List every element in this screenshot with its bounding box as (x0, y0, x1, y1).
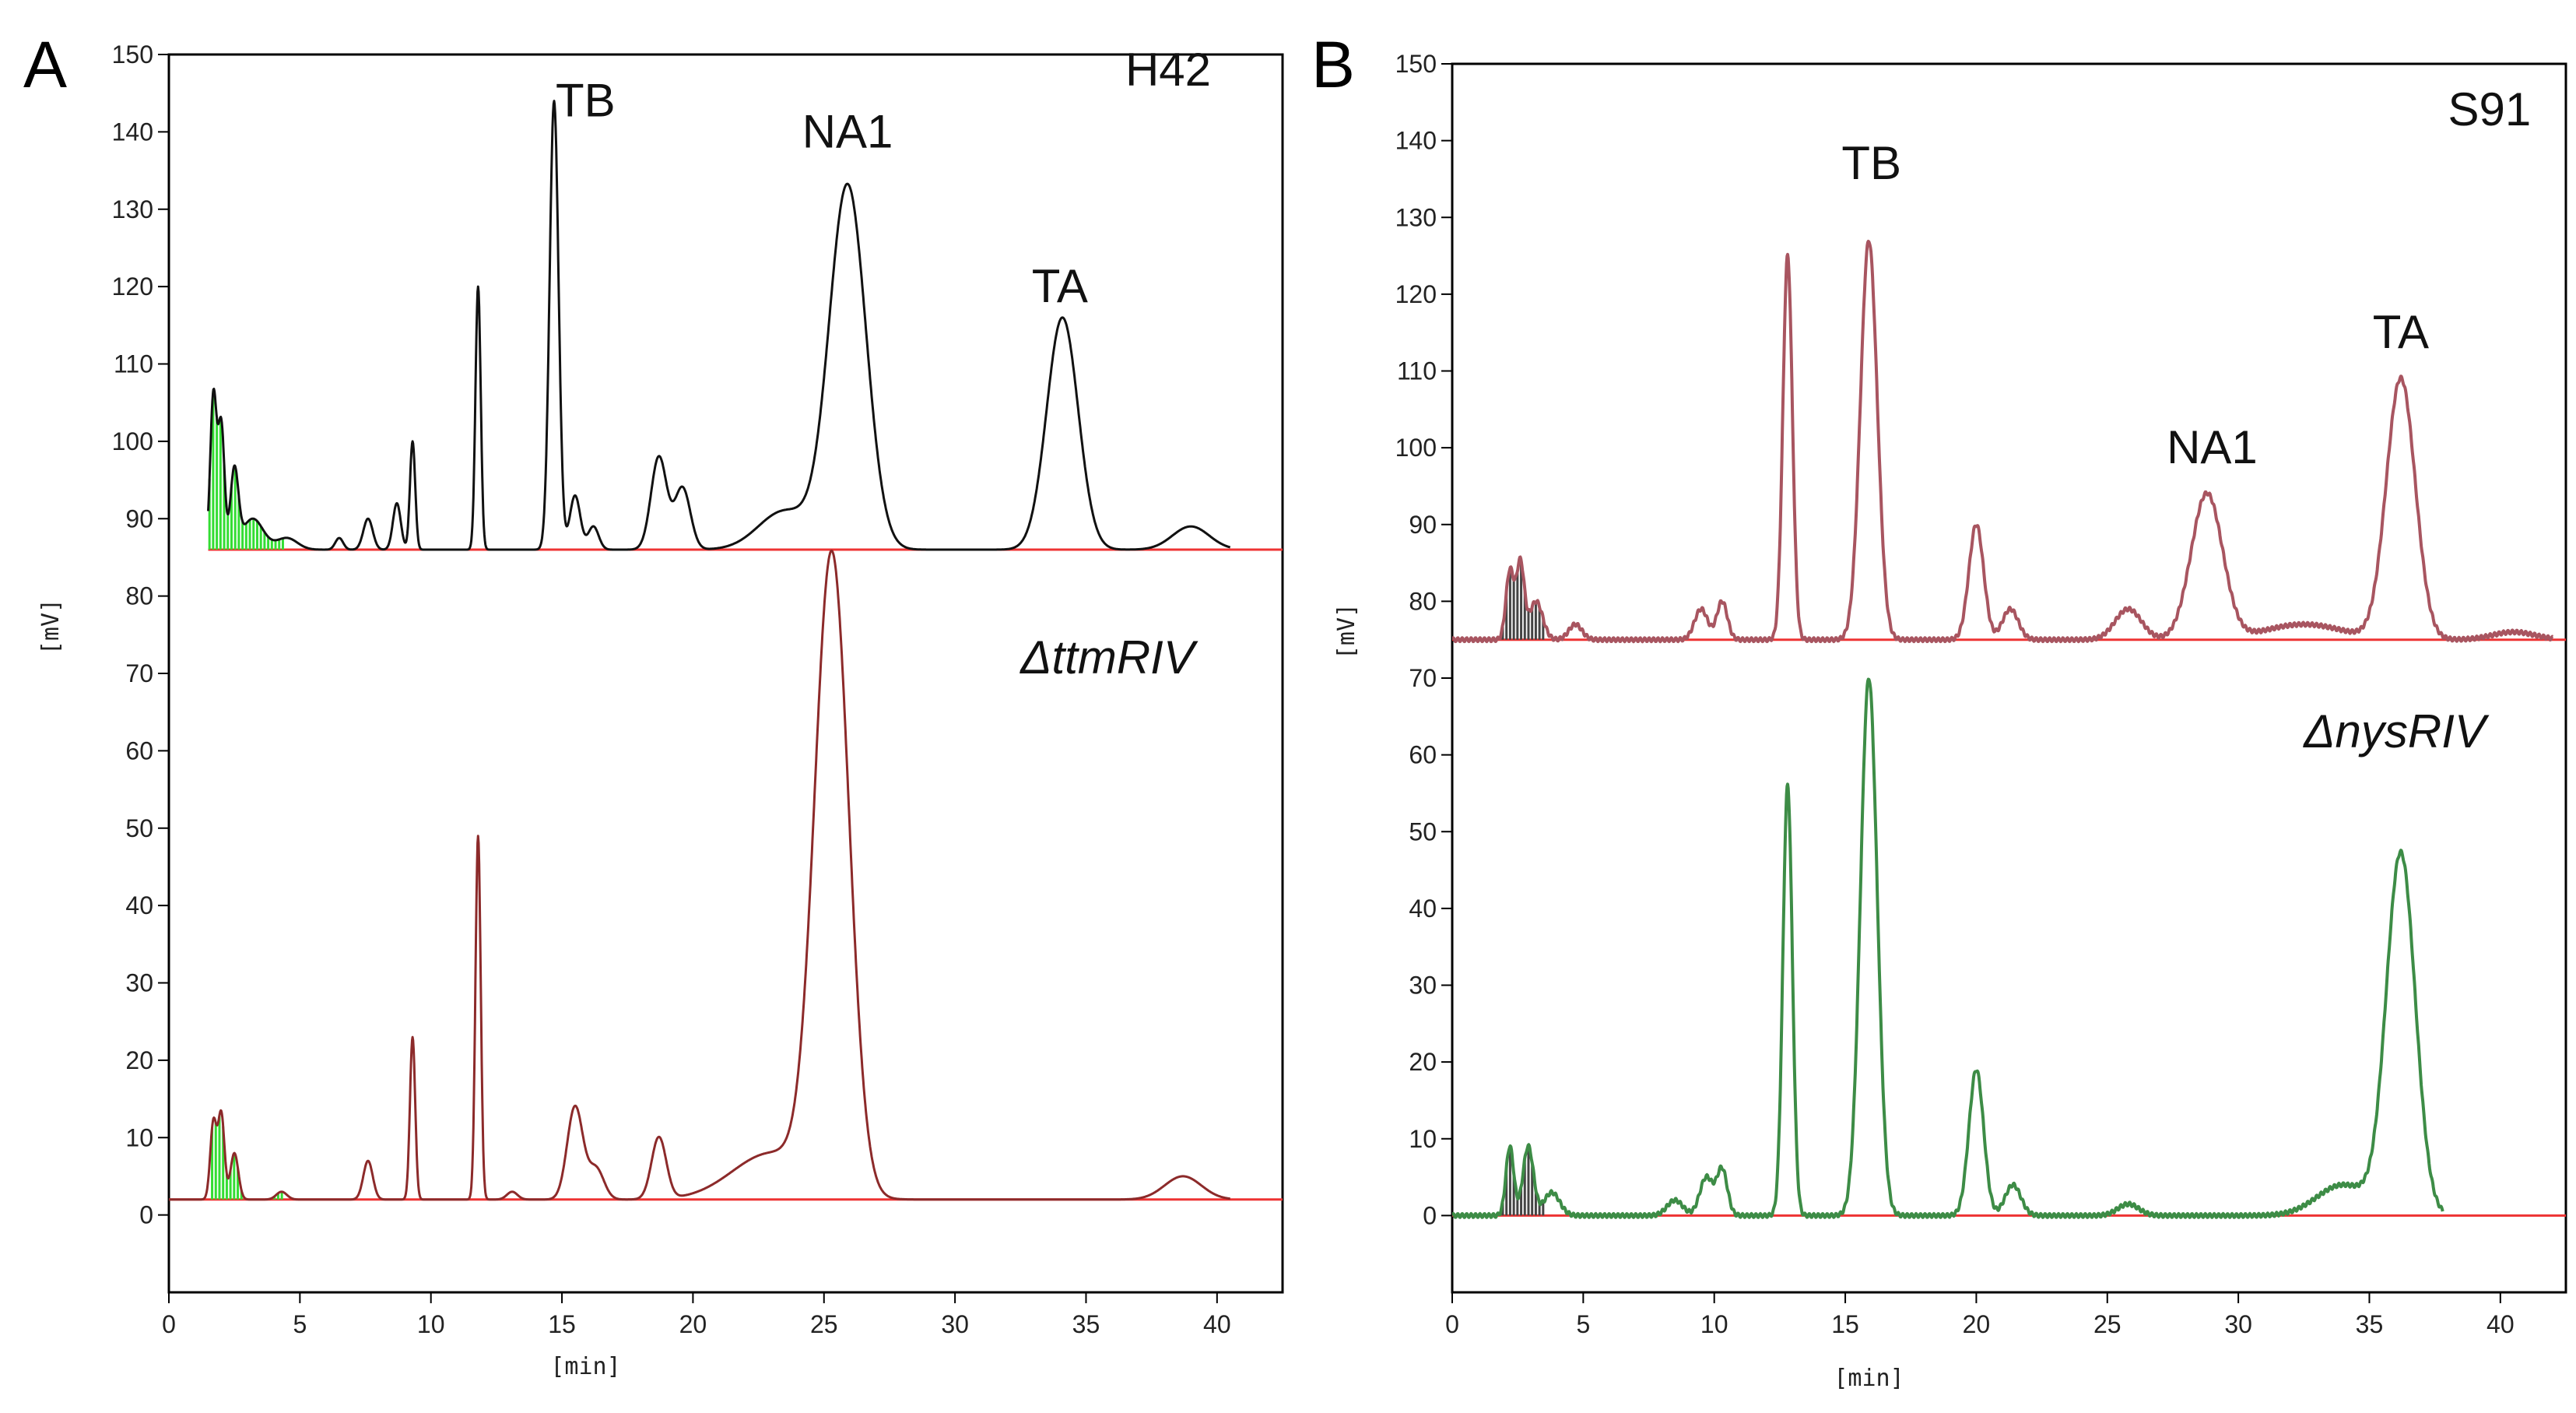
x-tick-label: 30 (941, 1310, 969, 1338)
x-tick-label: 15 (548, 1310, 576, 1338)
chromatogram-trace (1452, 240, 2554, 644)
y-tick-label: 20 (1409, 1048, 1437, 1076)
x-tick-label: 40 (2487, 1310, 2515, 1338)
x-tick-label: 25 (2093, 1310, 2122, 1338)
y-tick-label: 150 (1395, 50, 1437, 78)
y-tick-label: 60 (1409, 741, 1437, 769)
series-0 (1452, 240, 2566, 644)
x-tick-label: 40 (1203, 1310, 1231, 1338)
x-tick-label: 30 (2224, 1310, 2252, 1338)
x-axis-label: [min] (550, 1353, 620, 1380)
series-label: ΔnysRIV (2302, 705, 2490, 757)
y-tick-label: 140 (112, 118, 153, 146)
y-tick-label: 120 (112, 272, 153, 301)
y-tick-label: 20 (125, 1046, 153, 1074)
y-tick-label: 30 (125, 969, 153, 997)
x-tick-label: 0 (162, 1310, 176, 1338)
y-tick-label: 80 (125, 582, 153, 610)
y-tick-label: 70 (125, 659, 153, 687)
y-tick-label: 50 (125, 814, 153, 842)
x-tick-label: 10 (417, 1310, 445, 1338)
peak-annotation: TB (556, 75, 616, 127)
y-tick-label: 10 (1409, 1125, 1437, 1153)
peak-annotation: TA (2373, 306, 2429, 358)
x-tick-label: 35 (2356, 1310, 2384, 1338)
y-tick-label: 30 (1409, 972, 1437, 1000)
y-tick-label: 150 (112, 40, 153, 69)
y-tick-label: 70 (1409, 664, 1437, 692)
x-tick-label: 0 (1445, 1310, 1459, 1338)
series-label: S91 (2448, 83, 2531, 135)
y-tick-label: 0 (139, 1201, 153, 1229)
panel-a: A 0 10 20 30 40 50 60 70 80 90 100 110 120 130 140 150 0 5… (23, 28, 1284, 1380)
x-tick-label: 5 (293, 1310, 307, 1338)
peak-annotation: TB (1841, 137, 1901, 189)
y-tick-label: 60 (125, 736, 153, 764)
y-tick-label: 50 (1409, 817, 1437, 845)
chromatogram-trace (207, 100, 1231, 551)
series-1 (1452, 677, 2566, 1219)
x-tick-label: 15 (1831, 1310, 1859, 1338)
peak-annotation: NA1 (802, 105, 893, 157)
y-axis-label: [mV] (37, 599, 65, 655)
chromatogram-trace (169, 550, 1231, 1201)
x-tick-label: 35 (1072, 1310, 1100, 1338)
y-tick-label: 110 (114, 350, 153, 378)
series-label: ΔttmRIV (1019, 631, 1199, 684)
y-tick-label: 10 (125, 1123, 153, 1151)
chromatogram-trace (1452, 677, 2444, 1219)
panel-label: B (1311, 28, 1355, 101)
x-tick-label: 10 (1700, 1310, 1728, 1338)
y-tick-label: 130 (112, 195, 153, 223)
y-tick-label: 90 (125, 504, 153, 533)
x-tick-label: 20 (679, 1310, 707, 1338)
y-tick-label: 120 (1395, 280, 1437, 308)
y-tick-label: 130 (1395, 203, 1437, 231)
y-tick-label: 100 (112, 427, 153, 455)
peak-annotation: TA (1032, 260, 1088, 312)
series-label: H42 (1125, 44, 1211, 96)
y-tick-label: 100 (1395, 434, 1437, 462)
y-tick-label: 140 (1395, 127, 1437, 155)
x-axis-label: [min] (1834, 1365, 1904, 1392)
y-tick-label: 80 (1409, 587, 1437, 615)
x-tick-label: 25 (810, 1310, 838, 1338)
peak-annotation: NA1 (2167, 421, 2258, 473)
series-0 (207, 100, 1283, 551)
series-1 (169, 550, 1283, 1201)
y-tick-label: 90 (1409, 511, 1437, 539)
y-tick-label: 110 (1397, 357, 1437, 385)
x-tick-label: 20 (1963, 1310, 1991, 1338)
y-axis-label: [mV] (1333, 603, 1360, 659)
panel-label: A (23, 28, 67, 101)
x-tick-label: 5 (1576, 1310, 1590, 1338)
y-tick-label: 0 (1423, 1201, 1437, 1229)
y-tick-label: 40 (1409, 895, 1437, 923)
plot-frame (1451, 62, 2567, 1294)
y-tick-label: 40 (125, 891, 153, 919)
panel-b: B 0 10 20 30 40 50 60 70 80 90 100 110 120 130 140 150 0 5… (1311, 28, 2567, 1392)
